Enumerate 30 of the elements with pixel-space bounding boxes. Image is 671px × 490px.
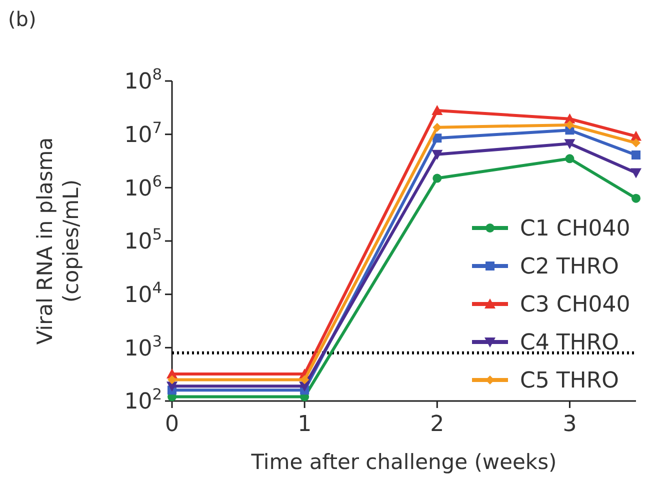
point <box>432 174 442 183</box>
y-tick-label: 10$^{4}$ <box>124 279 162 308</box>
x-tick-label: 0 <box>165 412 179 437</box>
legend-label: C3 CH040 <box>520 292 630 318</box>
x-tick-label: 3 <box>562 412 577 437</box>
y-tick-label: 10$^{3}$ <box>124 332 162 362</box>
point <box>432 150 443 160</box>
y-tick-label: 10$^{2}$ <box>124 386 162 415</box>
y-axis-title: Viral RNA in plasma (copies/mL) <box>33 137 83 345</box>
x-axis-title: Time after challenge (weeks) <box>250 450 557 474</box>
point <box>632 150 640 160</box>
y-tick-label: 10$^{7}$ <box>124 119 162 148</box>
legend-label: C1 CH040 <box>520 216 630 242</box>
point <box>565 154 574 164</box>
chart-title: (b) <box>8 7 36 31</box>
y-tick-label: 10$^{5}$ <box>124 226 162 255</box>
legend-label: C2 THRO <box>520 254 619 280</box>
point <box>564 139 576 150</box>
point <box>630 168 642 178</box>
point <box>300 375 310 384</box>
point <box>432 104 443 115</box>
point <box>632 138 640 148</box>
y-tick-label: 10$^{8}$ <box>124 66 162 95</box>
x-tick-label: 1 <box>298 412 312 437</box>
point <box>168 375 176 384</box>
y-tick-label: 10$^{6}$ <box>124 172 162 202</box>
legend-label: C5 THRO <box>520 368 619 394</box>
x-tick-label: 2 <box>430 412 444 437</box>
legend-label: C4 THRO <box>520 330 619 356</box>
point <box>632 194 640 203</box>
